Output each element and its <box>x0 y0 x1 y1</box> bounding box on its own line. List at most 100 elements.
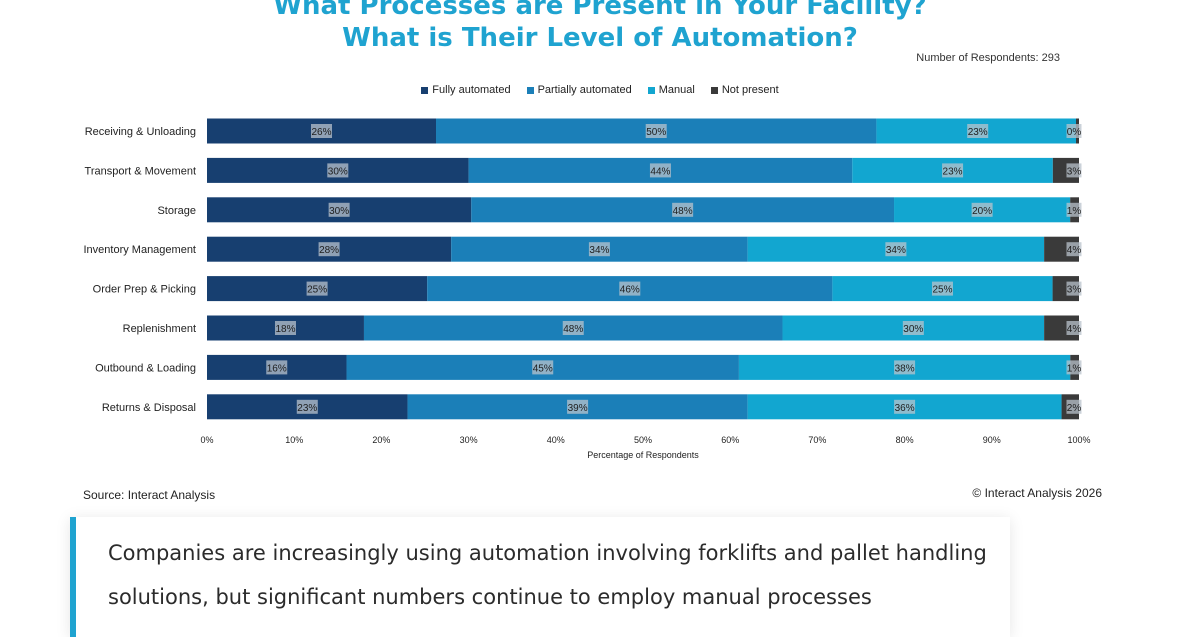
data-label-box <box>311 124 333 138</box>
data-label: 23% <box>943 166 963 177</box>
data-label-box <box>266 360 288 375</box>
data-label: 30% <box>329 206 349 217</box>
stacked-bar-chart: Receiving & Unloading 26% 50% 23% 0% Transpor… <box>83 118 1091 460</box>
category-label: Inventory Management <box>83 244 196 256</box>
data-label-box <box>931 281 953 296</box>
data-label-box <box>588 242 610 257</box>
callout-box: Companies are increasingly using automat… <box>70 517 1010 637</box>
data-label-box <box>1066 124 1082 138</box>
category-label: Order Prep & Picking <box>93 284 196 296</box>
x-tick-label: 10% <box>285 435 303 445</box>
data-label-box <box>1066 399 1082 414</box>
data-label: 34% <box>886 245 906 256</box>
data-label-box <box>306 281 328 296</box>
data-label-box <box>1066 360 1082 375</box>
data-label-box <box>971 202 993 217</box>
data-label-box <box>567 399 589 414</box>
chart-title-line-1: What Processes are Present in Your Facil… <box>273 0 927 21</box>
data-label: 16% <box>267 363 287 374</box>
data-label-box <box>274 321 296 335</box>
data-label: 26% <box>311 127 331 138</box>
data-label: 50% <box>646 127 666 138</box>
data-label-box <box>1066 202 1082 217</box>
category-label: Receiving & Unloading <box>85 126 196 138</box>
copyright-note: © Interact Analysis 2026 <box>972 486 1102 500</box>
chart-title-line-2: What is Their Level of Automation? <box>342 23 858 53</box>
data-label: 3% <box>1067 166 1082 177</box>
data-label: 4% <box>1067 245 1082 256</box>
x-tick-label: 80% <box>896 435 914 445</box>
data-label: 48% <box>673 206 693 217</box>
x-tick-label: 70% <box>808 435 826 445</box>
data-label-box <box>894 360 916 375</box>
legend-label: Manual <box>658 84 695 96</box>
legend-label: Not present <box>721 84 779 96</box>
x-tick-label: 60% <box>721 435 739 445</box>
x-tick-label: 0% <box>200 435 213 445</box>
data-label: 1% <box>1067 363 1082 374</box>
data-label: 2% <box>1067 403 1082 414</box>
data-label: 30% <box>903 324 923 335</box>
data-label: 39% <box>568 403 588 414</box>
x-axis-title: Percentage of Respondents <box>587 450 699 460</box>
legend-swatch <box>526 86 534 94</box>
data-label-box <box>1066 163 1082 178</box>
data-label-box <box>967 124 989 138</box>
data-label-box <box>619 281 641 296</box>
data-label: 45% <box>533 363 553 374</box>
legend-label: Fully automated <box>432 84 511 96</box>
data-label: 36% <box>895 403 915 414</box>
data-label: 23% <box>968 127 988 138</box>
legend-item: Fully automated <box>421 84 511 96</box>
x-tick-label: 30% <box>460 435 478 445</box>
category-label: Outbound & Loading <box>95 362 196 374</box>
respondents-count: Number of Respondents: 293 <box>916 52 1060 64</box>
data-label-box <box>562 321 584 335</box>
data-label: 20% <box>972 206 992 217</box>
x-tick-label: 90% <box>983 435 1001 445</box>
data-label-box <box>328 202 350 217</box>
data-label: 48% <box>563 324 583 335</box>
data-label-box <box>1066 281 1082 296</box>
data-label: 34% <box>589 245 609 256</box>
category-label: Transport & Movement <box>85 165 196 177</box>
legend-item: Partially automated <box>526 84 632 96</box>
data-label-box <box>327 163 349 178</box>
data-label: 3% <box>1067 285 1082 296</box>
data-label: 28% <box>319 245 339 256</box>
chart-legend: Fully automated Partially automated Manual… <box>0 84 1200 96</box>
callout-text: Companies are increasingly using automat… <box>108 541 987 609</box>
data-label: 25% <box>932 285 952 296</box>
legend-label: Partially automated <box>537 84 632 96</box>
data-label: 30% <box>328 166 348 177</box>
data-label-box <box>645 124 667 138</box>
data-label: 46% <box>620 285 640 296</box>
data-label-box <box>1066 321 1082 335</box>
data-label-box <box>1066 242 1082 257</box>
x-tick-label: 40% <box>547 435 565 445</box>
data-label: 25% <box>307 285 327 296</box>
category-label: Returns & Disposal <box>102 402 196 414</box>
data-label: 4% <box>1067 324 1082 335</box>
data-label-box <box>672 202 694 217</box>
data-label: 44% <box>650 166 670 177</box>
data-label-box <box>885 242 907 257</box>
data-label-box <box>296 399 318 414</box>
x-tick-label: 100% <box>1067 435 1090 445</box>
data-label-box <box>942 163 964 178</box>
x-tick-label: 50% <box>634 435 652 445</box>
data-label-box <box>318 242 340 257</box>
data-label-box <box>894 399 916 414</box>
data-label: 1% <box>1067 206 1082 217</box>
legend-item: Not present <box>710 84 779 96</box>
data-label-box <box>902 321 924 335</box>
data-label: 23% <box>297 403 317 414</box>
legend-swatch <box>710 86 718 94</box>
category-label: Replenishment <box>123 323 196 335</box>
source-note: Source: Interact Analysis <box>83 488 216 502</box>
data-label: 38% <box>895 363 915 374</box>
data-label-box <box>532 360 554 375</box>
data-label: 18% <box>275 324 295 335</box>
data-label: 0% <box>1067 127 1082 138</box>
legend-swatch <box>647 86 655 94</box>
